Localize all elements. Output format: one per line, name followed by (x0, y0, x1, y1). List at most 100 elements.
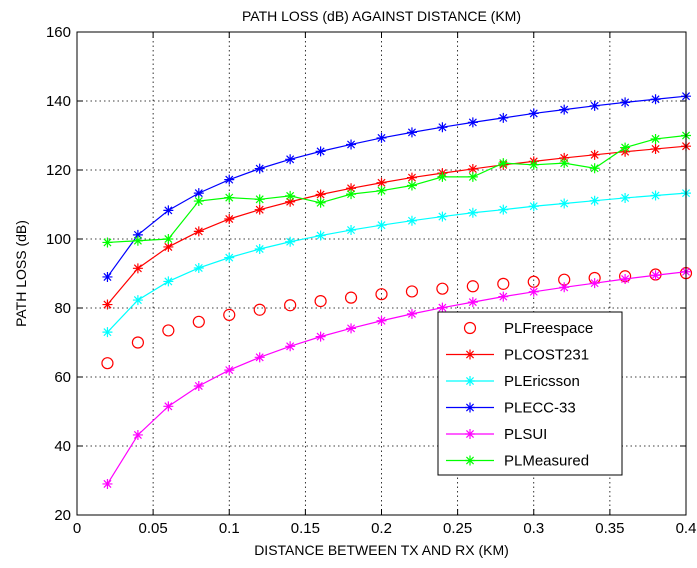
data-point (376, 315, 387, 326)
axis-ticks: 0 0.05 0.1 0.15 0.2 0.25 0.3 0.35 0.4 20 40 60 80 100… (46, 24, 696, 537)
data-point (223, 308, 236, 321)
data-point (162, 324, 175, 337)
data-point (559, 158, 570, 169)
data-point (224, 174, 235, 185)
legend-label: PLSUI (504, 426, 547, 443)
data-point (620, 142, 631, 153)
data-point (559, 104, 570, 115)
data-point (650, 270, 661, 281)
data-point (193, 188, 204, 199)
data-point (437, 302, 448, 313)
series-line (106, 145, 687, 305)
legend-label: PLFreespace (504, 320, 593, 337)
y-axis-label: PATH LOSS (dB) (13, 220, 29, 327)
data-point (467, 117, 478, 128)
y-tick-label: 40 (54, 438, 71, 455)
y-tick-label: 160 (46, 24, 71, 41)
data-point (344, 291, 358, 304)
data-point (406, 308, 417, 319)
data-point (132, 429, 143, 440)
data-point (163, 205, 174, 216)
legend-item: PLCOST231 (446, 347, 589, 364)
data-point (346, 183, 357, 194)
chart-title: PATH LOSS (dB) AGAINST DISTANCE (KM) (242, 8, 521, 24)
data-point (254, 352, 265, 363)
data-point (559, 198, 570, 209)
data-point (193, 226, 204, 237)
legend-item: PLECC-33 (446, 400, 576, 417)
data-point (254, 194, 265, 205)
legend-item: PLSUI (446, 426, 547, 443)
data-point (224, 213, 235, 224)
data-point (224, 192, 235, 203)
x-tick-label: 0.3 (523, 520, 544, 537)
data-point (466, 280, 479, 293)
x-tick-label: 0.15 (291, 520, 320, 537)
legend: PLFreespace PLCOST231 PLEricsson PLECC-33 PL… (437, 311, 623, 476)
data-point (254, 163, 265, 174)
data-point (163, 401, 174, 412)
data-point (467, 207, 478, 218)
legend-marker (465, 455, 475, 466)
y-tick-label: 60 (54, 369, 71, 386)
y-tick-label: 140 (46, 93, 71, 110)
x-tick-label: 0.25 (443, 520, 472, 537)
data-point (346, 323, 357, 334)
data-point (285, 190, 296, 201)
legend-label: PLCOST231 (504, 347, 589, 364)
data-point (498, 291, 509, 302)
data-point (346, 189, 357, 200)
data-point (620, 192, 631, 203)
data-point (102, 299, 113, 310)
data-point (376, 220, 387, 231)
data-point (224, 365, 235, 376)
data-point (589, 278, 600, 289)
data-point (102, 478, 113, 489)
data-point (193, 262, 204, 273)
data-point (253, 303, 266, 316)
y-tick-label: 80 (54, 300, 71, 317)
x-tick-label: 0.2 (371, 520, 392, 537)
data-point (376, 132, 387, 143)
series-plsui (102, 266, 691, 489)
data-point (102, 237, 113, 248)
data-point (528, 201, 539, 212)
data-point (285, 196, 296, 207)
data-point (406, 127, 417, 138)
data-point (406, 180, 417, 191)
x-tick-label: 0 (73, 520, 81, 537)
data-point (650, 143, 661, 154)
x-tick-label: 0.05 (139, 520, 168, 537)
legend-marker (465, 429, 475, 439)
data-point (528, 159, 539, 170)
data-point (589, 163, 600, 174)
data-point (497, 277, 510, 290)
data-point (101, 357, 114, 370)
legend-item: PLFreespace (463, 320, 593, 337)
legend-label: PLMeasured (504, 453, 589, 470)
data-point (498, 158, 509, 169)
data-point (192, 315, 205, 328)
legend-label: PLEricsson (504, 373, 580, 390)
series-line (107, 134, 687, 244)
data-point (102, 271, 113, 282)
data-point (285, 154, 296, 165)
data-point (498, 112, 509, 123)
data-point (163, 276, 174, 287)
legend-label: PLECC-33 (504, 400, 576, 417)
series-line (106, 271, 687, 485)
series-line (107, 192, 687, 333)
data-point (376, 185, 387, 196)
series-plmeasured (102, 130, 691, 248)
y-tick-label: 20 (54, 507, 71, 524)
data-point (193, 380, 204, 391)
series-layer (101, 91, 693, 489)
data-point (163, 234, 174, 244)
data-point (467, 297, 478, 308)
y-tick-label: 120 (46, 162, 71, 179)
legend-marker (465, 349, 475, 360)
data-point (132, 235, 143, 246)
data-point (314, 295, 327, 308)
series-line (106, 95, 687, 278)
data-point (376, 177, 387, 188)
